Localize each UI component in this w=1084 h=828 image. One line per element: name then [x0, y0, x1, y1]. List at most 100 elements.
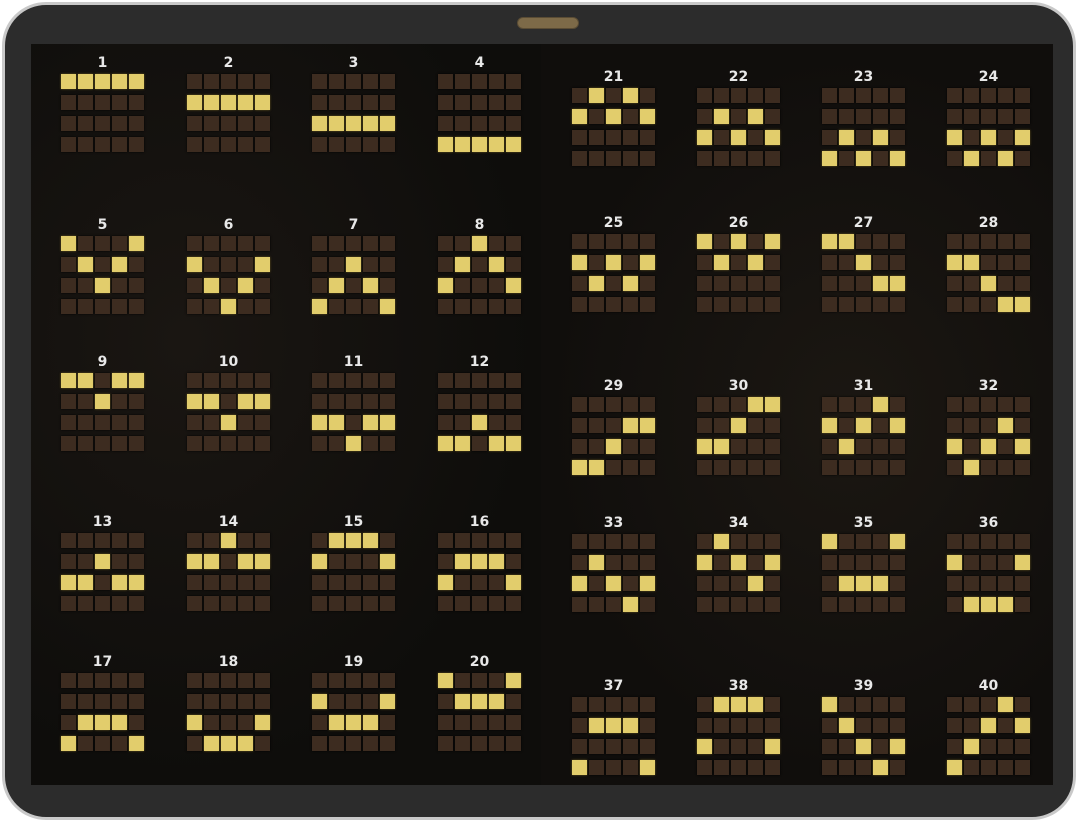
payline-cell: [255, 673, 270, 688]
payline-cell: [221, 137, 236, 152]
payline-cell: [856, 460, 871, 475]
payline-number: 6: [223, 217, 234, 233]
payline-cell: [890, 297, 905, 312]
payline-cell: [78, 533, 93, 548]
payline-cell: [572, 534, 587, 549]
payline-cell: [856, 130, 871, 145]
payline-cell: [438, 554, 453, 569]
payline-cell: [204, 533, 219, 548]
payline-cell: [346, 95, 361, 110]
payline-cell: [714, 297, 729, 312]
payline-cell: [731, 255, 746, 270]
payline-cell: [623, 397, 638, 412]
payline-cell: [221, 394, 236, 409]
payline-cell-active: [839, 234, 854, 249]
payline-cell: [95, 736, 110, 751]
payline-cell: [380, 236, 395, 251]
payline-cell: [312, 236, 327, 251]
payline-cell: [947, 276, 962, 291]
payline-cell: [346, 736, 361, 751]
payline-cell: [697, 576, 712, 591]
payline-22: 22: [697, 69, 780, 166]
payline-cell: [998, 234, 1013, 249]
payline-number: 10: [218, 354, 239, 370]
payline-cell: [640, 276, 655, 291]
payline-number: 19: [343, 654, 364, 670]
payline-cell-active: [506, 575, 521, 590]
payline-cell: [238, 415, 253, 430]
payline-cell: [312, 715, 327, 730]
payline-cell: [78, 299, 93, 314]
payline-cell-active: [129, 236, 144, 251]
payline-cell: [623, 576, 638, 591]
payline-cell-active: [947, 255, 962, 270]
payline-cell: [890, 555, 905, 570]
payline-cell: [873, 739, 888, 754]
payline-cell: [890, 109, 905, 124]
payline-cell: [363, 74, 378, 89]
camera-notch: [517, 17, 579, 29]
payline-cell: [572, 697, 587, 712]
payline-cell: [964, 718, 979, 733]
payline-cell-active: [640, 576, 655, 591]
payline-cell: [238, 236, 253, 251]
payline-cell: [765, 109, 780, 124]
payline-cell: [606, 760, 621, 775]
payline-cell: [839, 555, 854, 570]
payline-cell: [572, 297, 587, 312]
payline-cell: [589, 439, 604, 454]
payline-cell-active: [998, 597, 1013, 612]
payline-cell: [748, 739, 763, 754]
payline-cell: [204, 299, 219, 314]
payline-13: 13: [61, 514, 144, 611]
payline-cell: [714, 88, 729, 103]
payline-cell: [312, 575, 327, 590]
payline-cell: [506, 95, 521, 110]
payline-number: 29: [603, 378, 624, 394]
payline-cell: [589, 255, 604, 270]
payline-cell: [572, 130, 587, 145]
payline-11: 11: [312, 354, 395, 451]
payline-cell-active: [221, 299, 236, 314]
payline-cell: [380, 137, 395, 152]
payline-cell: [822, 739, 837, 754]
payline-cell: [873, 718, 888, 733]
payline-cell: [346, 575, 361, 590]
payline-cell-active: [623, 418, 638, 433]
payline-cell: [506, 715, 521, 730]
payline-cell-active: [438, 436, 453, 451]
payline-cell: [455, 673, 470, 688]
payline-cell: [238, 137, 253, 152]
payline-cell-active: [947, 555, 962, 570]
payline-cell: [238, 715, 253, 730]
payline-cell: [822, 760, 837, 775]
payline-number: 16: [469, 514, 490, 530]
payline-cell: [589, 760, 604, 775]
payline-cell: [640, 397, 655, 412]
payline-cell-active: [640, 109, 655, 124]
payline-cell: [329, 596, 344, 611]
payline-cell: [998, 130, 1013, 145]
payline-cell: [506, 116, 521, 131]
payline-cell: [606, 739, 621, 754]
payline-number: 3: [348, 55, 359, 71]
payline-cell: [61, 596, 76, 611]
payline-cell: [697, 697, 712, 712]
payline-cell: [187, 694, 202, 709]
payline-cell: [606, 418, 621, 433]
payline-cell: [873, 697, 888, 712]
payline-cell: [204, 673, 219, 688]
payline-cell: [748, 276, 763, 291]
paylines-panel-right: [541, 44, 1053, 785]
payline-cell: [329, 236, 344, 251]
payline-cell: [363, 736, 378, 751]
payline-cell-active: [873, 576, 888, 591]
payline-24: 24: [947, 69, 1030, 166]
payline-cell: [472, 596, 487, 611]
payline-cell: [78, 116, 93, 131]
payline-cell-active: [78, 74, 93, 89]
payline-cell-active: [312, 116, 327, 131]
payline-cell: [472, 299, 487, 314]
payline-cell: [697, 418, 712, 433]
payline-cell-active: [346, 257, 361, 272]
